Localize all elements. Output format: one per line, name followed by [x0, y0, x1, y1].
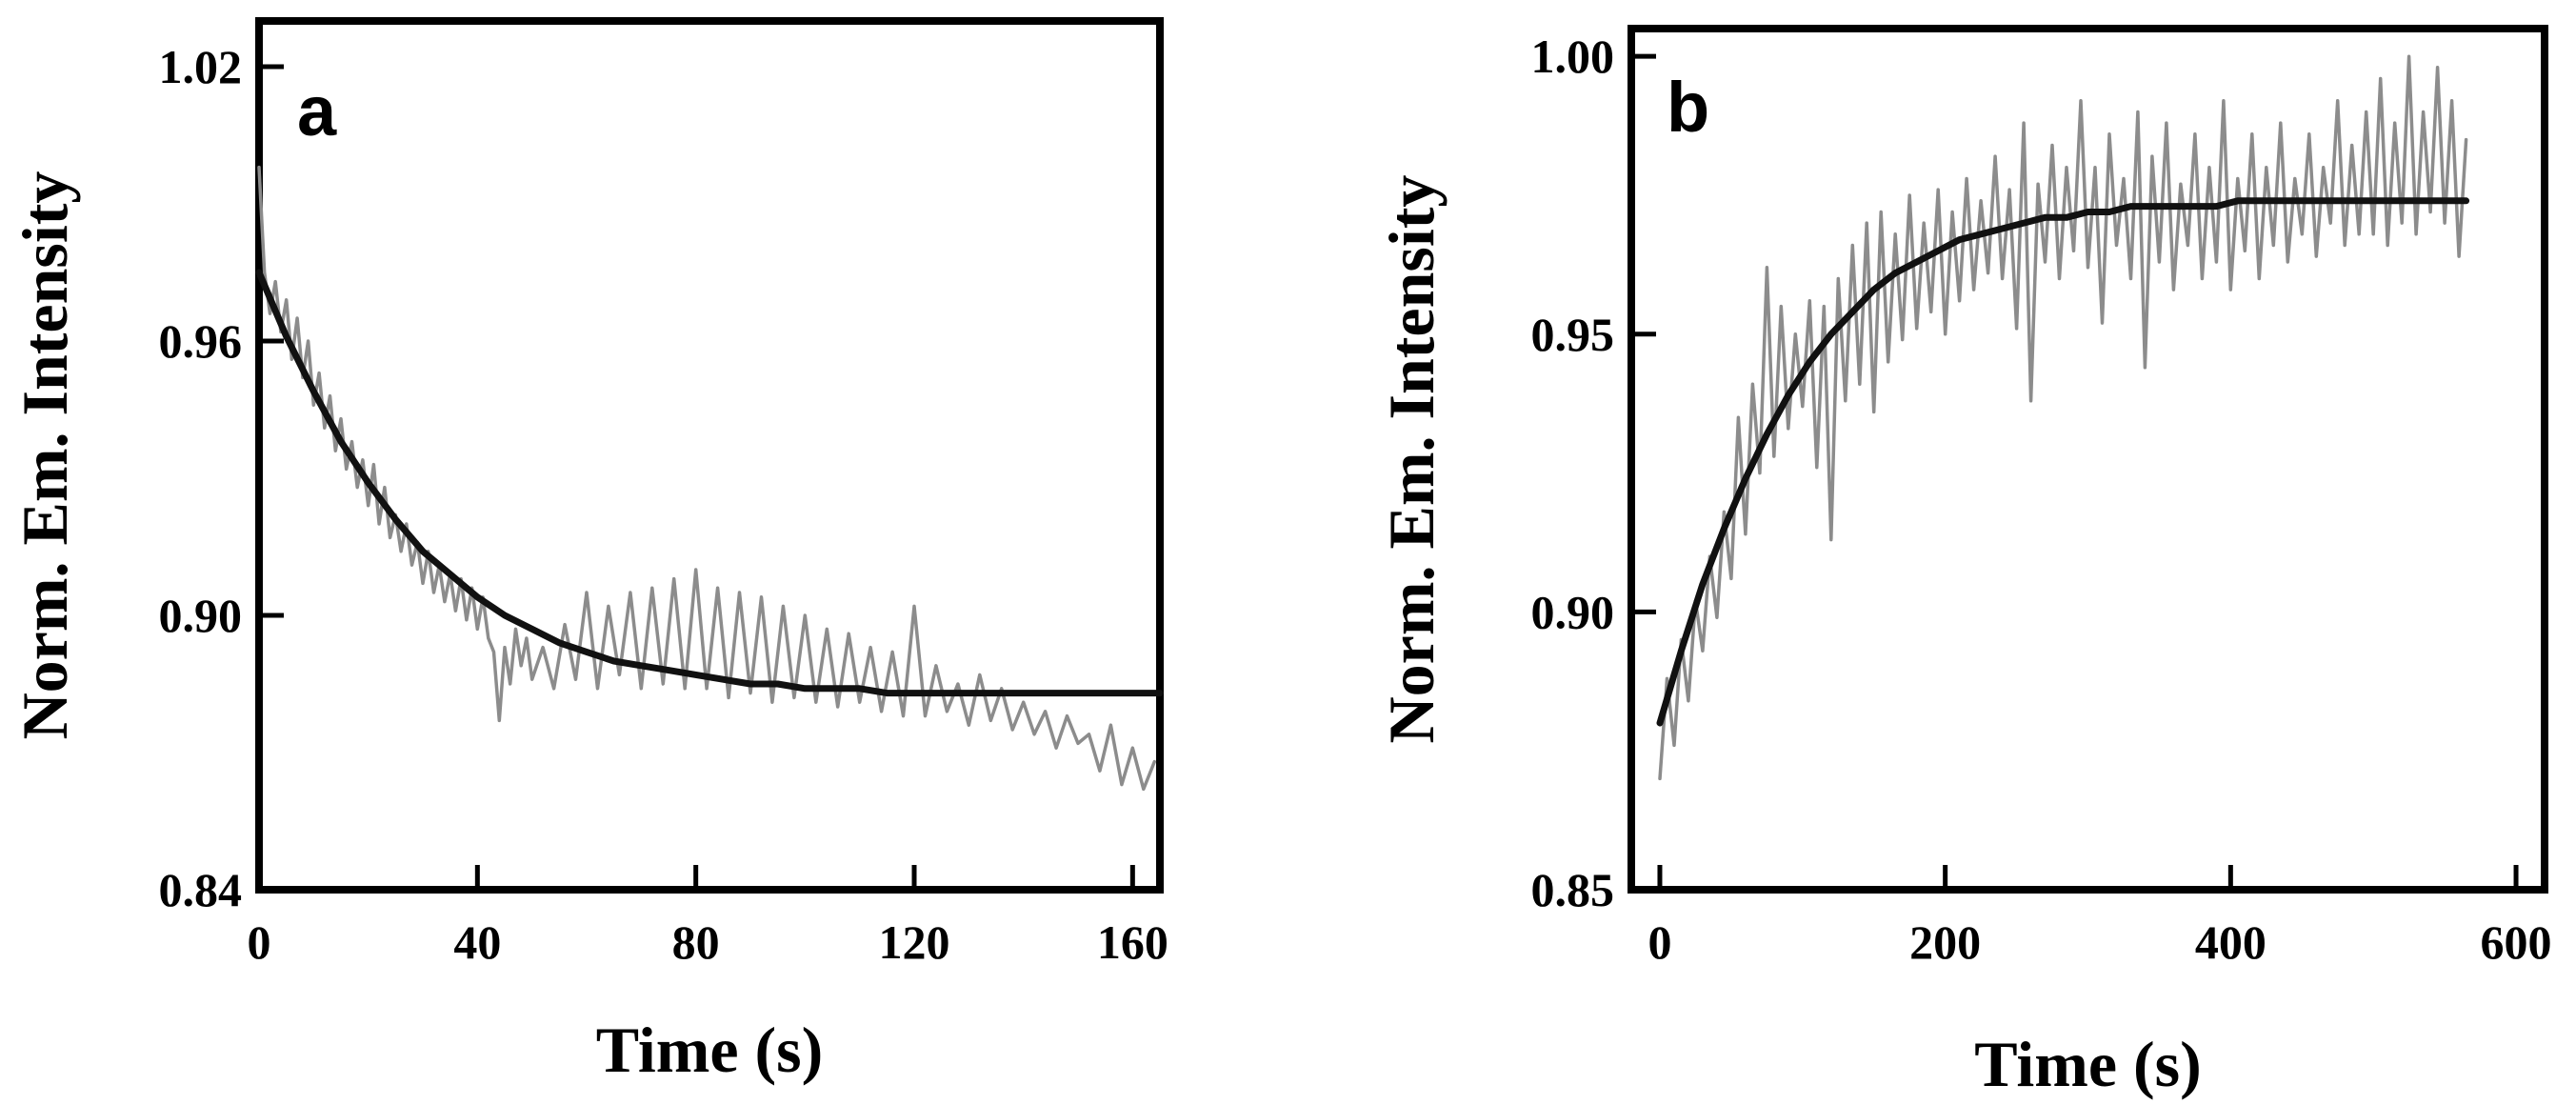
panel-a-y-tick-label: 1.02 — [159, 40, 243, 93]
panel-a-chart: 0 40 80 120 160 0.84 0.90 0.96 1.02 Time (s) Norm.… — [9, 17, 1168, 1086]
panel-a-y-tick-label: 0.84 — [159, 863, 243, 916]
panel-b-fit-series-line — [1656, 197, 2470, 727]
panel-a-letter: a — [297, 71, 337, 151]
panel-a-fit-series-line — [255, 269, 1164, 697]
panel-b-plot-frame — [1627, 25, 2548, 894]
panel-a-plot-frame — [255, 17, 1164, 894]
panel-a-x-tick-label: 0 — [248, 915, 271, 969]
panel-b-y-tick-label: 0.95 — [1531, 308, 1615, 361]
panel-b-chart: 0 200 400 600 0.85 0.90 0.95 1.00 Time (s) Norm. … — [1375, 25, 2552, 1100]
panel-b-x-tick-label: 600 — [2481, 915, 2552, 969]
panel-a-x-tick-label: 160 — [1097, 915, 1168, 969]
panel-a-y-tick-label: 0.90 — [159, 589, 243, 642]
panel-b-x-tick-label: 400 — [2195, 915, 2266, 969]
panel-b-x-axis-title: Time (s) — [1974, 1028, 2202, 1100]
panel-b-x-tick-label: 0 — [1647, 915, 1671, 969]
panel-b-y-tick-label: 0.85 — [1531, 863, 1615, 916]
panel-b-letter: b — [1667, 68, 1709, 147]
panel-b-x-tick-label: 200 — [1909, 915, 1981, 969]
panel-b-y-axis-title: Norm. Em. Intensity — [1375, 175, 1448, 744]
panel-a-y-axis-title: Norm. Em. Intensity — [9, 171, 81, 740]
panel-a-x-tick-label: 120 — [879, 915, 950, 969]
panel-a-y-tick-label: 0.96 — [159, 314, 243, 368]
panel-a-x-tick-label: 80 — [672, 915, 720, 969]
panel-a-x-tick-label: 40 — [453, 915, 501, 969]
panel-a-x-axis-title: Time (s) — [596, 1014, 824, 1086]
panel-b-y-tick-label: 0.90 — [1531, 585, 1615, 638]
panel-b-y-tick-label: 1.00 — [1531, 30, 1615, 83]
panel-b-raw-series-line — [1658, 54, 2468, 781]
